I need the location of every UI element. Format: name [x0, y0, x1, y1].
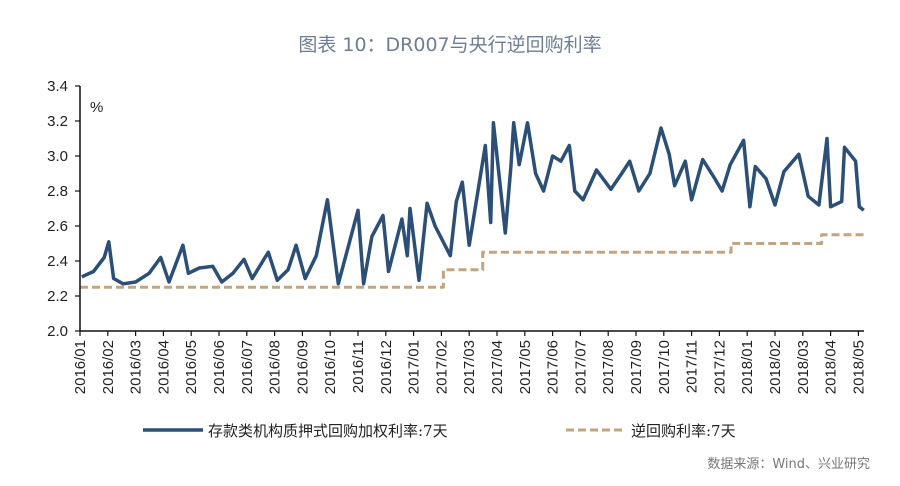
- x-tick-label: 2016/11: [350, 340, 367, 393]
- x-tick-label: 2018/05: [850, 340, 867, 394]
- x-tick-label: 2017/08: [600, 340, 617, 394]
- x-tick-label: 2016/06: [211, 340, 228, 394]
- x-tick-label: 2016/08: [267, 340, 284, 394]
- y-tick-label: 2.8: [47, 183, 68, 200]
- x-tick-label: 2017/09: [628, 340, 645, 394]
- y-tick-label: 2.2: [47, 288, 68, 305]
- x-tick-label: 2016/05: [183, 340, 200, 394]
- series-line-dr007: [81, 121, 865, 286]
- y-unit-label: %: [90, 99, 103, 116]
- x-tick-label: 2016/12: [378, 340, 395, 394]
- chart-title: 图表 10：DR007与央行逆回购利率: [298, 34, 601, 56]
- x-tick-label: 2016/10: [322, 340, 339, 394]
- x-tick-label: 2017/12: [711, 340, 728, 394]
- x-tick-label: 2017/02: [433, 340, 450, 394]
- x-tick-label: 2017/07: [572, 340, 589, 394]
- x-tick-label: 2016/04: [155, 340, 172, 394]
- x-tick-label: 2018/03: [795, 340, 812, 394]
- series-line-reverse-repo: [80, 233, 864, 289]
- x-tick-label: 2016/03: [128, 340, 145, 394]
- y-tick-label: 2.6: [47, 218, 68, 235]
- x-tick-label: 2017/10: [656, 340, 673, 394]
- x-tick-label: 2017/04: [489, 340, 506, 394]
- x-tick-label: 2016/07: [239, 340, 256, 394]
- y-tick-label: 3.0: [47, 148, 68, 165]
- x-tick-label: 2017/05: [517, 340, 534, 394]
- x-tick-label: 2018/02: [767, 340, 784, 394]
- x-tick-label: 2018/04: [823, 340, 840, 394]
- legend: 存款类机构质押式回购加权利率:7天 逆回购利率:7天: [143, 422, 736, 440]
- x-tick-label: 2018/01: [739, 340, 756, 394]
- y-tick-label: 2.4: [47, 253, 68, 270]
- legend-label-dr007: 存款类机构质押式回购加权利率:7天: [208, 422, 448, 440]
- x-tick-label: 2016/09: [294, 340, 311, 394]
- legend-label-reverse-repo: 逆回购利率:7天: [631, 422, 736, 440]
- x-tick-label: 2016/02: [100, 340, 117, 394]
- x-tick-label: 2017/03: [461, 340, 478, 394]
- y-tick-label: 3.2: [47, 113, 68, 130]
- y-tick-label: 2.0: [47, 323, 68, 340]
- source-note: 数据来源：Wind、兴业研究: [707, 457, 870, 472]
- x-tick-label: 2017/11: [684, 340, 701, 393]
- x-tick-label: 2017/06: [545, 340, 562, 394]
- x-tick-label: 2017/01: [406, 340, 423, 394]
- x-tick-label: 2016/01: [72, 340, 89, 394]
- y-tick-label: 3.4: [47, 78, 68, 95]
